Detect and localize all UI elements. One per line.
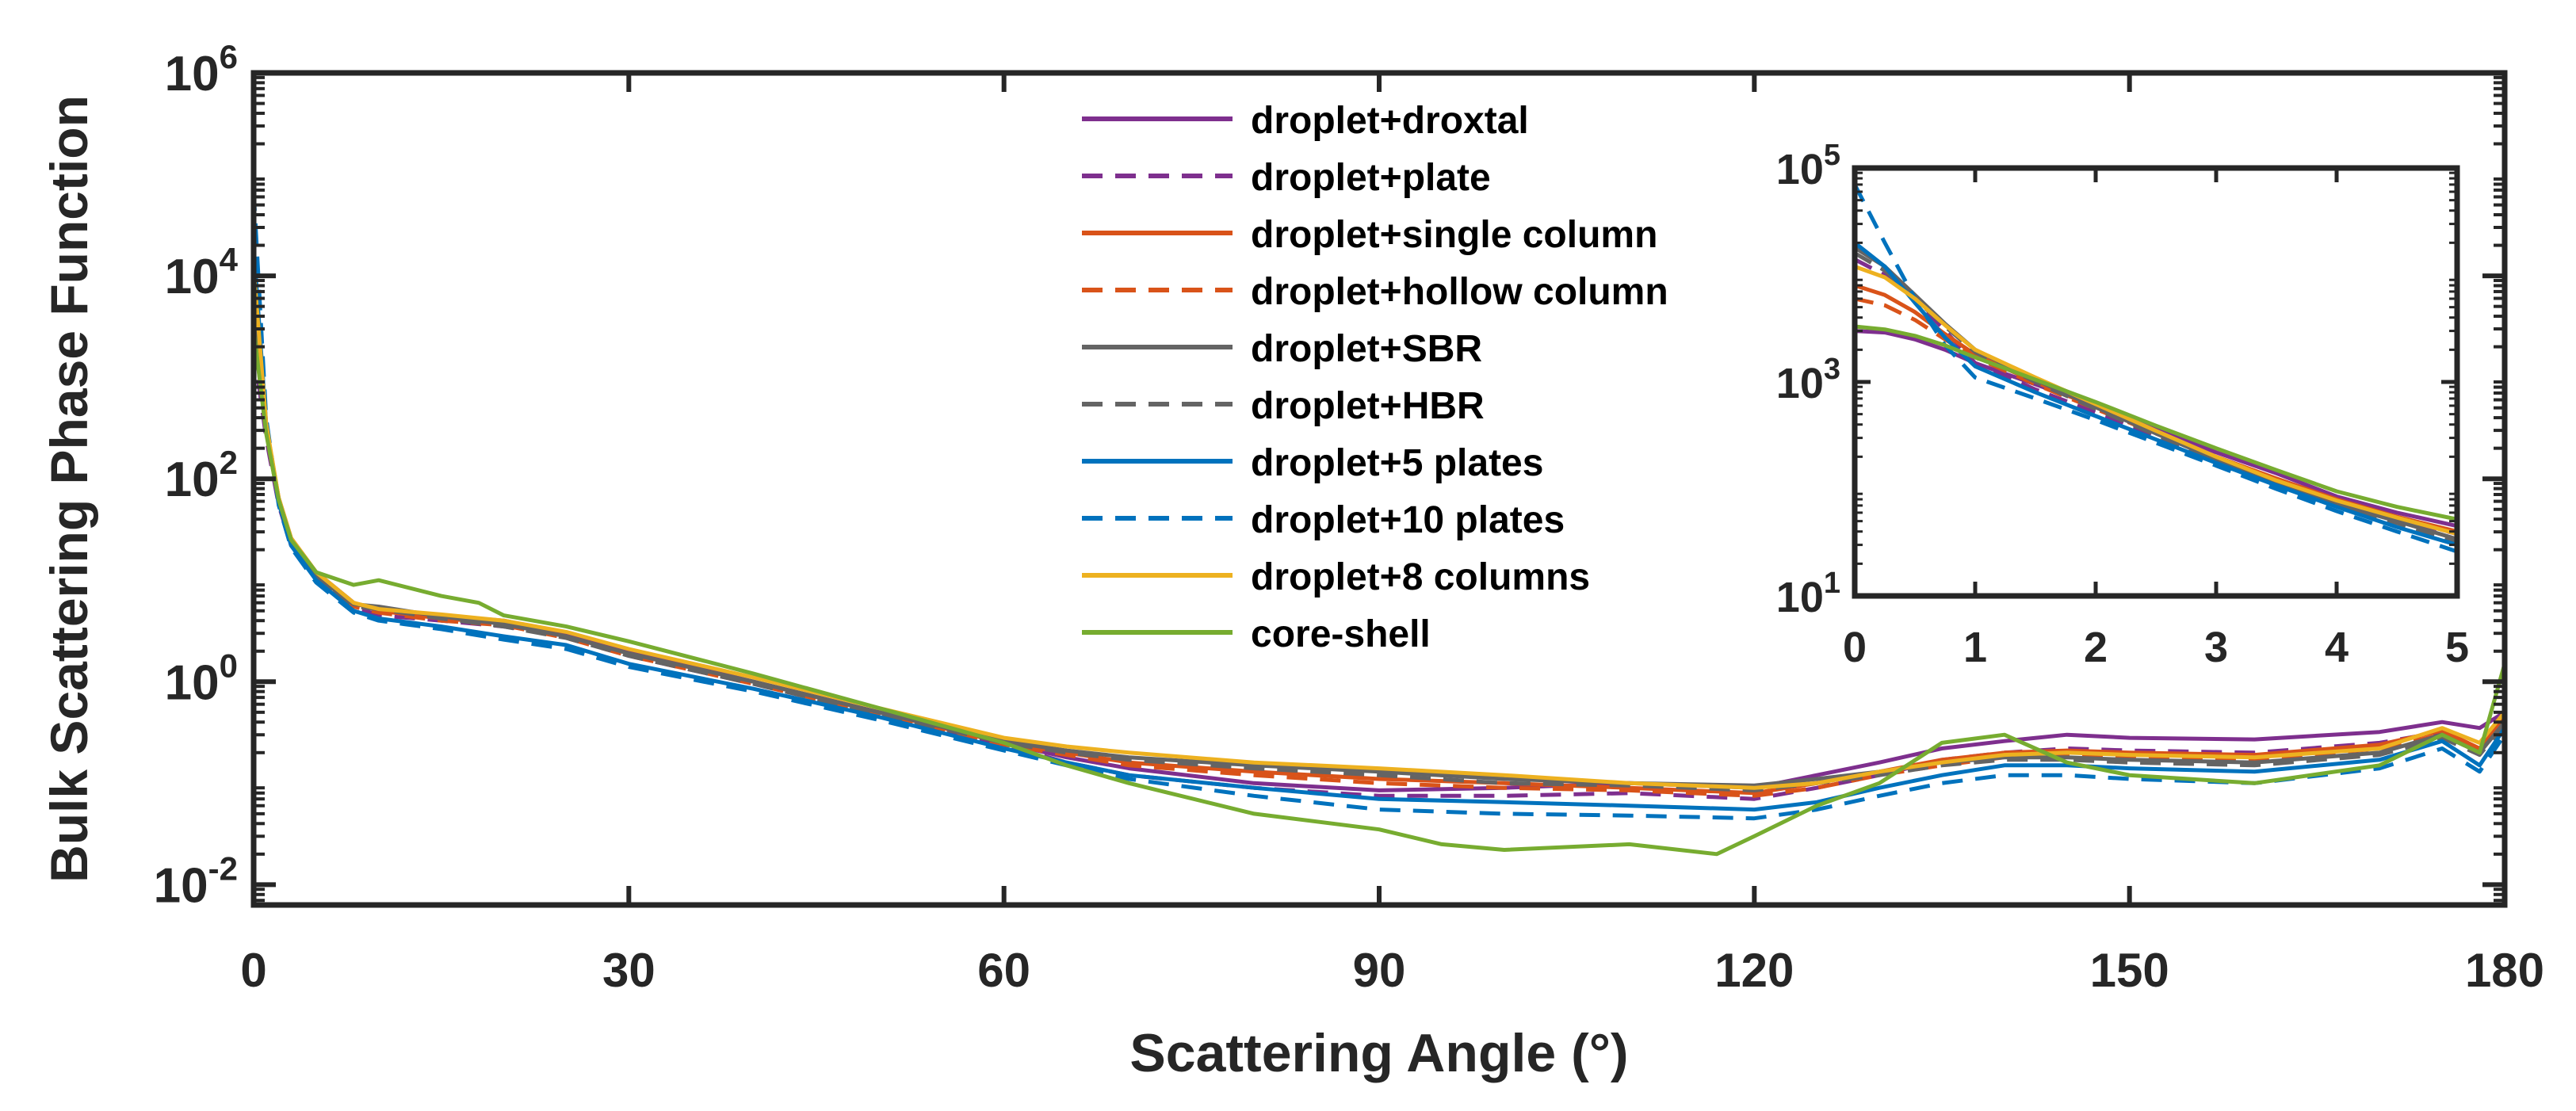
y-tick-label: 102	[165, 444, 238, 507]
legend-label: droplet+hollow column	[1251, 271, 1668, 313]
legend-label: droplet+plate	[1251, 157, 1491, 199]
inset-series-line-core-shell	[1855, 324, 2457, 521]
x-tick-label: 30	[602, 944, 655, 997]
legend-label: droplet+single column	[1251, 214, 1657, 256]
series-line-core-shell	[254, 328, 2505, 857]
x-tick-label: 180	[2465, 944, 2544, 997]
y-tick-label: 104	[165, 241, 239, 304]
series-line-droplet-5-plates	[254, 245, 2505, 812]
legend-label: droplet+5 plates	[1251, 442, 1543, 484]
inset-x-tick-label: 0	[1843, 624, 1867, 671]
inset-y-tick-label: 101	[1776, 567, 1840, 621]
y-tick-label: 106	[165, 38, 238, 101]
legend-label: droplet+SBR	[1251, 328, 1482, 370]
x-tick-label: 150	[2090, 944, 2169, 997]
inset-x-tick-label: 5	[2445, 624, 2469, 671]
series-line-droplet-8-columns	[254, 267, 2505, 790]
legend-label: droplet+droxtal	[1251, 100, 1529, 142]
inset-background	[1855, 168, 2457, 596]
x-tick-label: 0	[240, 944, 266, 997]
series-line-droplet-10-plates	[254, 189, 2505, 821]
inset-x-tick-label: 1	[1963, 624, 1987, 671]
x-tick-label: 90	[1353, 944, 1406, 997]
y-tick-label: 100	[165, 647, 238, 710]
inset-y-tick-label: 103	[1776, 353, 1840, 407]
x-tick-label: 60	[977, 944, 1030, 997]
y-tick-label: 10-2	[154, 849, 238, 913]
inset-ticks: 0 1 2 3 4 5 105 103 101	[1776, 139, 2469, 671]
legend: droplet+droxtal droplet+plate droplet+sing…	[1082, 100, 1668, 655]
legend-label: droplet+HBR	[1251, 385, 1485, 427]
inset-x-tick-label: 4	[2325, 624, 2349, 671]
legend-label: droplet+10 plates	[1251, 499, 1565, 541]
x-tick-label: 120	[1714, 944, 1794, 997]
inset-series-line-droplet-8-columns	[1855, 264, 2457, 536]
legend-label: core-shell	[1251, 613, 1431, 655]
legend-label: droplet+8 columns	[1251, 556, 1590, 598]
inset-series-group	[1855, 183, 2457, 554]
inset-x-tick-label: 2	[2084, 624, 2108, 671]
inset-y-tick-label: 105	[1776, 139, 1840, 193]
series-line-droplet-hollow-column	[254, 322, 2505, 798]
main-series-group	[254, 189, 2505, 857]
y-axis-title: Bulk Scattering Phase Function	[40, 95, 98, 883]
series-line-droplet-hbr	[254, 311, 2505, 792]
inset-series-line-droplet-5-plates	[1855, 241, 2457, 547]
x-axis-title: Scattering Angle (°)	[1129, 1023, 1628, 1083]
inset-x-tick-label: 3	[2204, 624, 2228, 671]
